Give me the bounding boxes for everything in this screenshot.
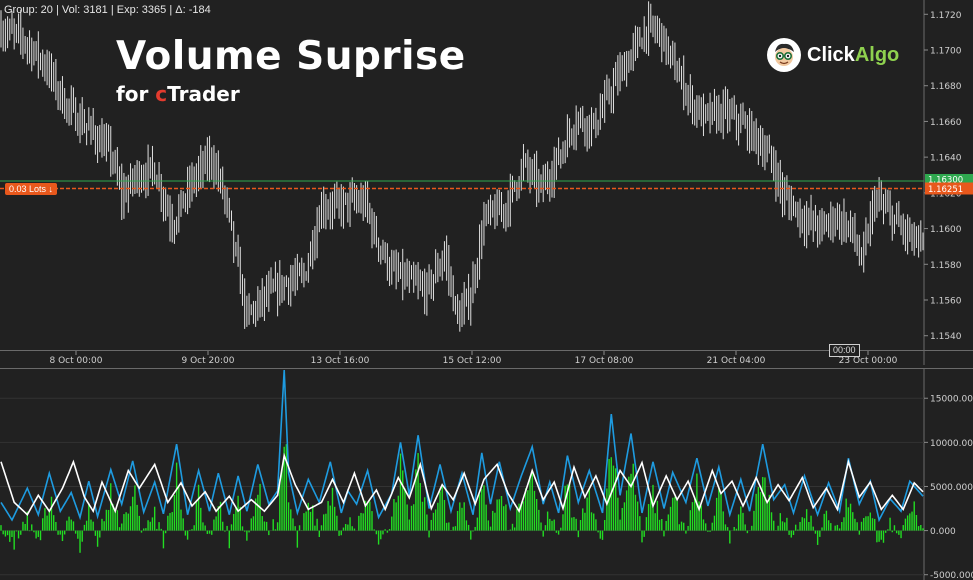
time-tick-label: 8 Oct 00:00	[50, 356, 103, 366]
time-axis: 8 Oct 00:00 9 Oct 20:00 13 Oct 16:00 15 Oct…	[0, 351, 973, 580]
time-tick-label: 9 Oct 20:00	[182, 356, 235, 366]
clickalgo-wordmark: ClickAlgo	[807, 43, 900, 66]
time-tick-label: 17 Oct 08:00	[575, 356, 634, 366]
indicator-tick-label: -5000.000	[930, 571, 973, 580]
status-text: Group: 20 | Vol: 3181 | Exp: 3365 | Δ: -…	[4, 4, 211, 16]
order-lots-tag[interactable]: 0.03 Lots ↓	[5, 183, 58, 195]
crosshair-time-label: 00:00	[829, 344, 860, 357]
order-price-label: 1.16251	[928, 185, 963, 195]
price-tick-label: 1.1540	[930, 332, 962, 342]
order-price-badge	[925, 182, 973, 195]
price-tick-label: 1.1560	[930, 297, 962, 307]
overlay-title: Volume Suprise	[116, 34, 466, 79]
time-tick-label: 21 Oct 04:00	[707, 356, 766, 366]
clickalgo-logo: ClickAlgo	[767, 38, 899, 72]
price-tick-label: 1.1700	[930, 47, 962, 57]
subtitle-c: c	[155, 82, 168, 106]
price-tick-label: 1.1660	[930, 118, 962, 128]
current-price-badge	[925, 174, 973, 185]
time-tick-label: 23 Oct 00:00	[839, 356, 898, 366]
time-tick-label: 15 Oct 12:00	[443, 356, 502, 366]
price-tick-label: 1.1720	[930, 11, 962, 21]
indicator-tick-label: 15000.000	[930, 395, 973, 405]
indicator-tick-label: 5000.000	[930, 483, 973, 493]
clickalgo-mascot-icon	[767, 38, 801, 72]
volume-surprise-histogram	[0, 444, 924, 553]
price-tick-label: 1.1680	[930, 82, 962, 92]
volume-surprise-lines	[0, 369, 924, 523]
white-expected-line	[0, 452, 924, 516]
price-tick-label: 1.1600	[930, 225, 962, 235]
price-tick-label: 1.1580	[930, 261, 962, 271]
subtitle-rest: Trader	[167, 82, 240, 106]
blue-volume-line	[0, 369, 924, 523]
subtitle-prefix: for	[116, 82, 156, 106]
price-bars	[0, 1, 924, 332]
indicator-axis: 15000.000 10000.000 5000.000 0.000 -5000.000	[924, 395, 973, 580]
current-price-label: 1.16300	[928, 176, 963, 186]
price-tick-label: 1.1640	[930, 154, 962, 164]
time-tick-label: 13 Oct 16:00	[311, 356, 370, 366]
overlay-subtitle: for cTrader	[116, 82, 240, 106]
indicator-tick-label: 0.000	[930, 527, 956, 537]
indicator-tick-label: 10000.000	[930, 439, 973, 449]
